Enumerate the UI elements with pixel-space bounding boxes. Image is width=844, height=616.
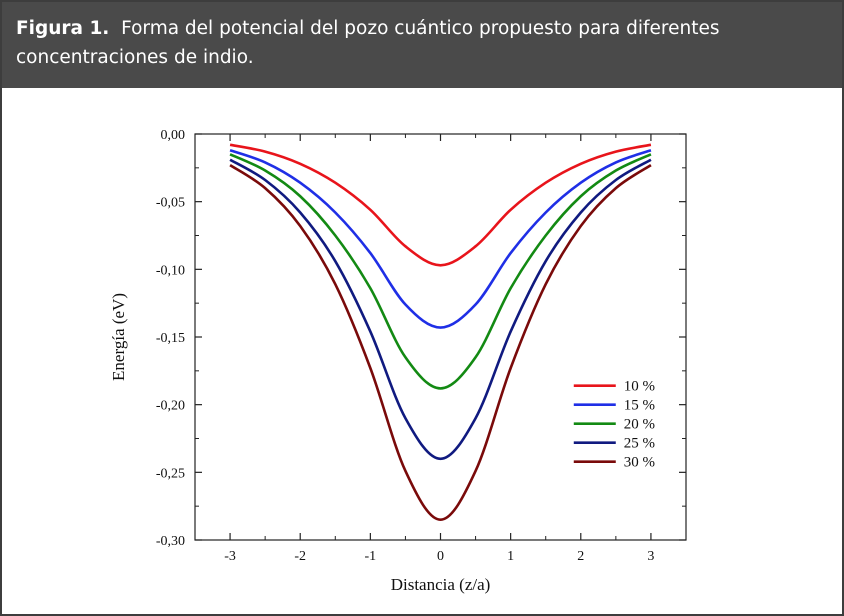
y-tick-label: -0,30 [156,534,185,549]
caption-text: Forma del potencial del pozo cuántico pr… [16,18,720,68]
plot-area [194,133,687,541]
y-tick-label: -0,20 [156,399,185,414]
x-tick-label: 2 [577,549,584,564]
figure-caption: Figura 1. Forma del potencial del pozo c… [2,2,842,88]
x-tick-label: -1 [365,549,377,564]
x-tick-label: 3 [647,549,654,564]
caption-label: Figura 1. [16,18,110,39]
y-tick-label: -0,25 [156,466,185,481]
y-axis-label: Energía (eV) [109,293,128,381]
series-line-1 [229,143,652,267]
y-tick-label: -0,10 [156,263,185,278]
x-tick-label: 0 [437,549,444,564]
legend-label: 20 % [624,417,655,433]
y-tick-label: 0,00 [161,128,186,143]
axis-ticks: -3 -2 -1 0 1 2 3 0,00 -0,05 -0,10 -0,15 -0,20 -0,25 -… [156,128,686,564]
legend: 10 % 15 % 20 % 25 % 30 % [573,379,655,471]
x-tick-label: 1 [507,549,514,564]
series-lines [229,143,652,521]
series-line-4 [229,158,652,461]
x-axis-label: Distancia (z/a) [391,575,491,594]
series-line-2 [229,149,652,329]
legend-label: 15 % [624,398,655,414]
y-tick-label: -0,05 [156,196,185,211]
x-tick-label: -2 [294,549,306,564]
legend-label: 30 % [624,455,655,471]
series-line-5 [229,164,652,521]
x-tick-label: -3 [224,549,236,564]
series-line-3 [229,153,652,390]
legend-label: 10 % [624,379,655,395]
legend-label: 25 % [624,436,655,452]
y-tick-label: -0,15 [156,331,185,346]
